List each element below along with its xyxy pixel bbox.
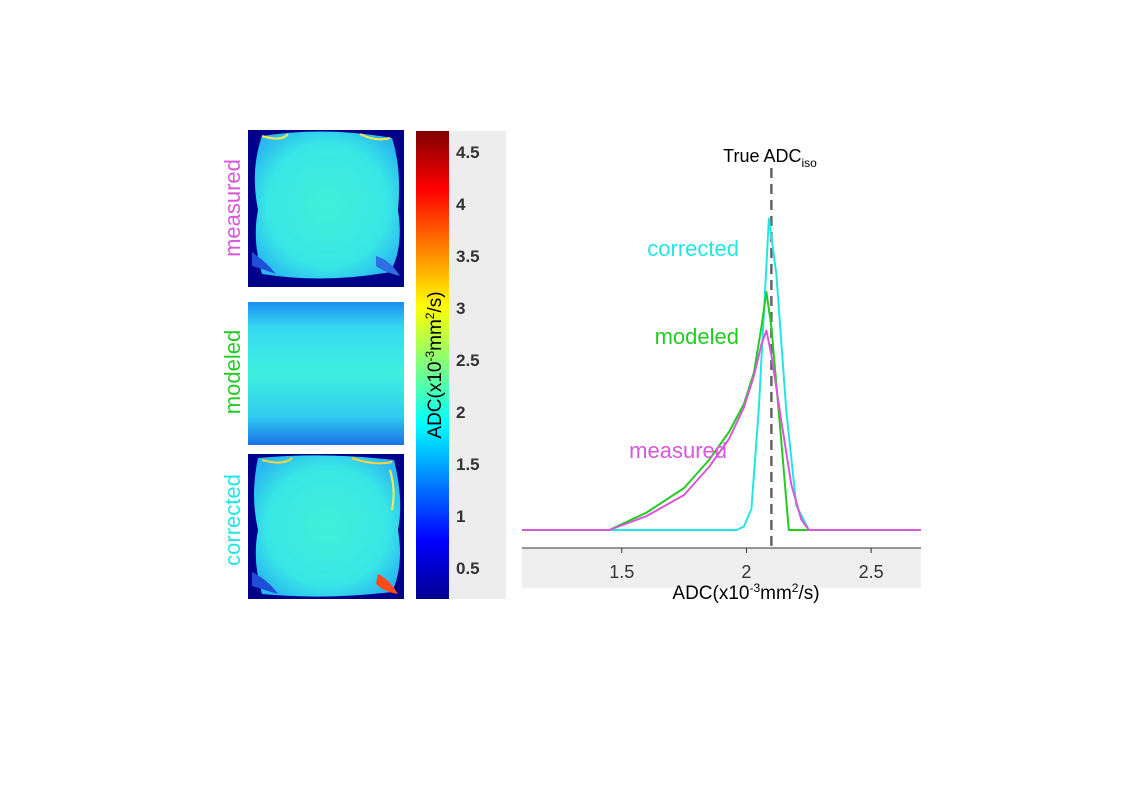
label-measured: measured [220,159,245,257]
colorbar-background [449,131,506,599]
series-label-corrected: corrected [647,236,739,261]
series-label-measured: measured [629,438,727,463]
x-axis-label: ADC(x10-3mm2/s) [672,581,819,604]
series-line-measured [522,329,921,531]
series-label-modeled: modeled [655,324,739,349]
label-modeled: modeled [220,330,245,414]
x-axis-background [522,548,921,588]
colorbar-tick-label: 4.5 [456,143,480,162]
x-tick-label: 2 [741,562,751,582]
modeled-map [248,302,404,445]
colorbar-tick-label: 1.5 [456,455,480,474]
colorbar-tick-label: 1 [456,507,465,526]
colorbar-label: ADC(x10-3mm2/s) [423,291,446,438]
colorbar [416,131,449,599]
label-corrected: corrected [220,474,245,566]
colorbar-tick-label: 2 [456,403,465,422]
measured-map [248,130,404,287]
colorbar-tick-label: 0.5 [456,559,480,578]
colorbar-tick-label: 4 [456,195,466,214]
x-tick-label: 2.5 [859,562,884,582]
corrected-map [248,454,404,599]
colorbar-tick-label: 2.5 [456,351,480,370]
histogram-series [522,217,921,531]
series-line-corrected [522,217,921,531]
colorbar-tick-label: 3.5 [456,247,480,266]
true-adc-label: True ADCiso [723,146,817,170]
colorbar-tick-label: 3 [456,299,465,318]
colorbar-ticks: 0.5 1 1.5 2 2.5 3 3.5 4 4.5 [456,143,480,578]
x-axis-ticks: 1.5 2 2.5 [609,548,884,582]
x-tick-label: 1.5 [609,562,634,582]
